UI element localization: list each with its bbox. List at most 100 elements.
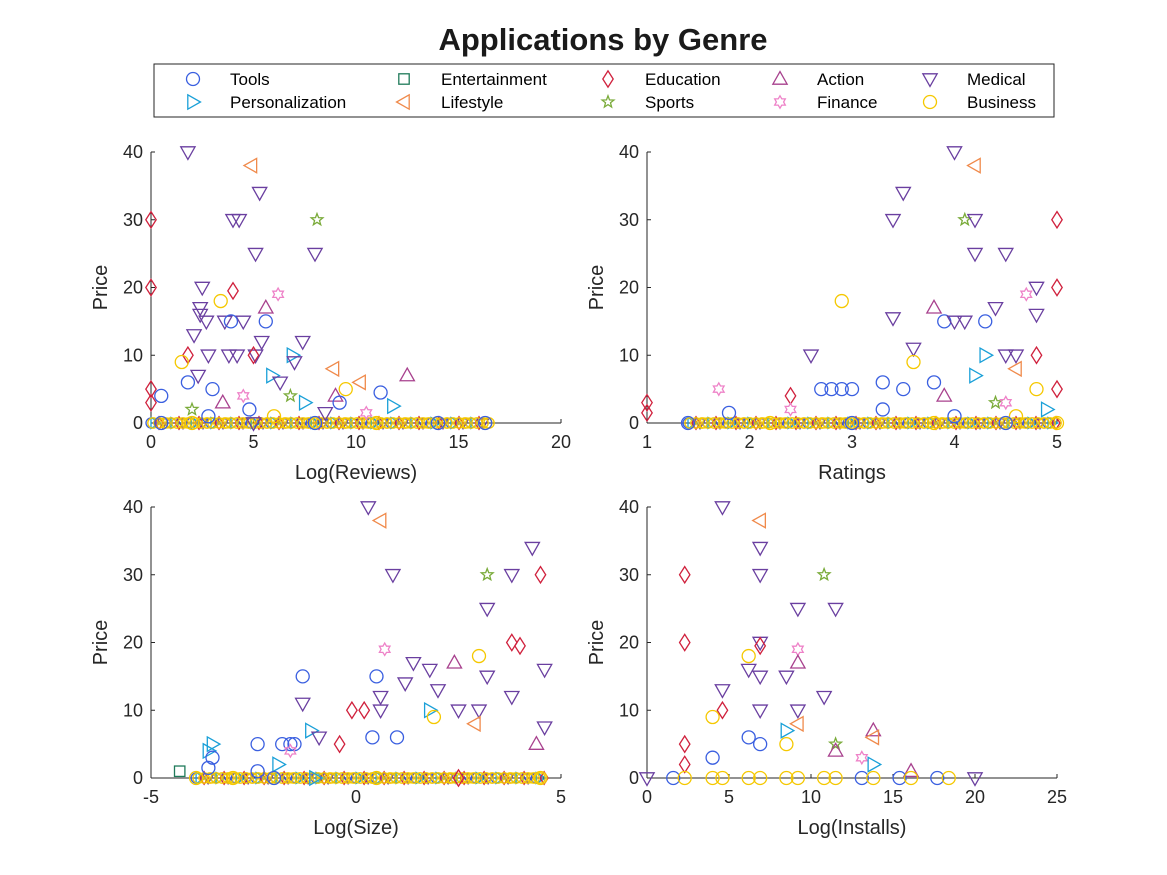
point-lifestyle	[371, 512, 387, 529]
point-medical	[294, 335, 311, 351]
subplot-1: 0 10 20 30 40 0 5 10 15 20 Log(Reviews) Price	[90, 142, 571, 484]
point-lifestyle	[324, 360, 340, 378]
point-medical	[524, 541, 541, 557]
point-tools	[373, 385, 388, 400]
point-business	[338, 381, 353, 397]
point-business	[468, 772, 480, 784]
point-business	[762, 415, 778, 431]
point-tools	[365, 730, 380, 745]
point-medical	[294, 697, 311, 713]
data-points	[145, 146, 493, 432]
x-tick-label: 1	[642, 432, 652, 452]
point-education	[691, 415, 701, 431]
point-personalization	[272, 756, 287, 773]
point-business	[426, 772, 438, 784]
point-business	[870, 417, 882, 429]
point-education	[505, 633, 518, 652]
point-business	[780, 417, 792, 429]
point-business	[534, 772, 546, 784]
point-medical	[310, 731, 328, 747]
point-action	[865, 721, 882, 737]
y-tick-label: 0	[629, 768, 639, 788]
point-business	[846, 417, 858, 429]
legend-box	[153, 63, 1055, 118]
point-medical	[827, 602, 844, 618]
point-business	[369, 415, 384, 431]
point-tools	[680, 415, 696, 431]
data-points	[173, 501, 553, 788]
point-business	[744, 417, 756, 429]
point-medical	[200, 349, 217, 365]
point-business	[756, 417, 768, 429]
legend-marker-finance	[773, 94, 787, 110]
point-business	[696, 417, 708, 429]
point-business	[966, 417, 978, 429]
point-finance	[378, 641, 392, 657]
point-tools	[721, 405, 737, 420]
point-business	[912, 417, 924, 429]
point-education	[991, 415, 1001, 431]
point-business	[405, 417, 417, 429]
point-business	[936, 417, 948, 429]
baseline-points	[190, 770, 549, 786]
point-business	[684, 417, 696, 429]
point-action	[789, 654, 807, 669]
legend-marker-education	[602, 69, 614, 89]
point-business	[188, 770, 204, 786]
point-tools	[753, 736, 768, 752]
point-business	[339, 417, 351, 429]
point-business	[267, 417, 279, 429]
point-tools	[477, 415, 493, 431]
point-business	[459, 417, 471, 429]
y-tick-label: 10	[619, 700, 639, 720]
point-medical	[815, 690, 833, 706]
point-business	[171, 417, 183, 429]
point-business	[399, 417, 411, 429]
point-medical	[503, 568, 521, 584]
point-business	[225, 417, 237, 429]
point-medical	[966, 247, 984, 263]
point-business	[318, 772, 330, 784]
point-lifestyle	[1007, 360, 1022, 378]
point-tools	[223, 314, 239, 329]
point-business	[363, 417, 375, 429]
point-medical	[286, 356, 303, 371]
point-medical	[894, 186, 912, 202]
point-business	[516, 772, 528, 784]
chart-title: Applications by Genre	[438, 22, 767, 57]
x-axis-label: Log(Size)	[313, 817, 399, 839]
point-medical	[503, 690, 521, 706]
point-business	[798, 417, 810, 429]
point-business	[279, 417, 291, 429]
point-tools	[947, 409, 962, 424]
point-tools	[307, 415, 323, 431]
point-personalization	[450, 416, 463, 430]
legend-marker-business	[922, 94, 938, 110]
point-business	[288, 772, 300, 784]
point-business	[270, 772, 282, 784]
point-personalization	[747, 416, 760, 430]
x-tick-label: 5	[556, 787, 566, 807]
point-finance	[712, 381, 726, 397]
point-business	[165, 417, 177, 429]
point-business	[378, 772, 390, 784]
point-business	[888, 417, 900, 429]
point-business	[741, 648, 756, 664]
y-tick-label: 40	[123, 497, 143, 517]
point-business	[201, 417, 213, 429]
point-business	[441, 417, 453, 429]
point-medical	[216, 315, 234, 331]
point-business	[738, 417, 750, 429]
point-business	[741, 770, 756, 786]
point-education	[274, 415, 284, 431]
point-business	[1026, 417, 1038, 429]
point-medical	[751, 704, 769, 720]
point-medical	[450, 704, 467, 720]
point-business	[840, 417, 852, 429]
point-finance	[236, 388, 250, 404]
legend-marker-personalization	[187, 93, 202, 111]
point-business	[677, 770, 692, 786]
point-medical	[234, 315, 252, 331]
point-business	[426, 709, 442, 725]
point-business	[354, 772, 366, 784]
